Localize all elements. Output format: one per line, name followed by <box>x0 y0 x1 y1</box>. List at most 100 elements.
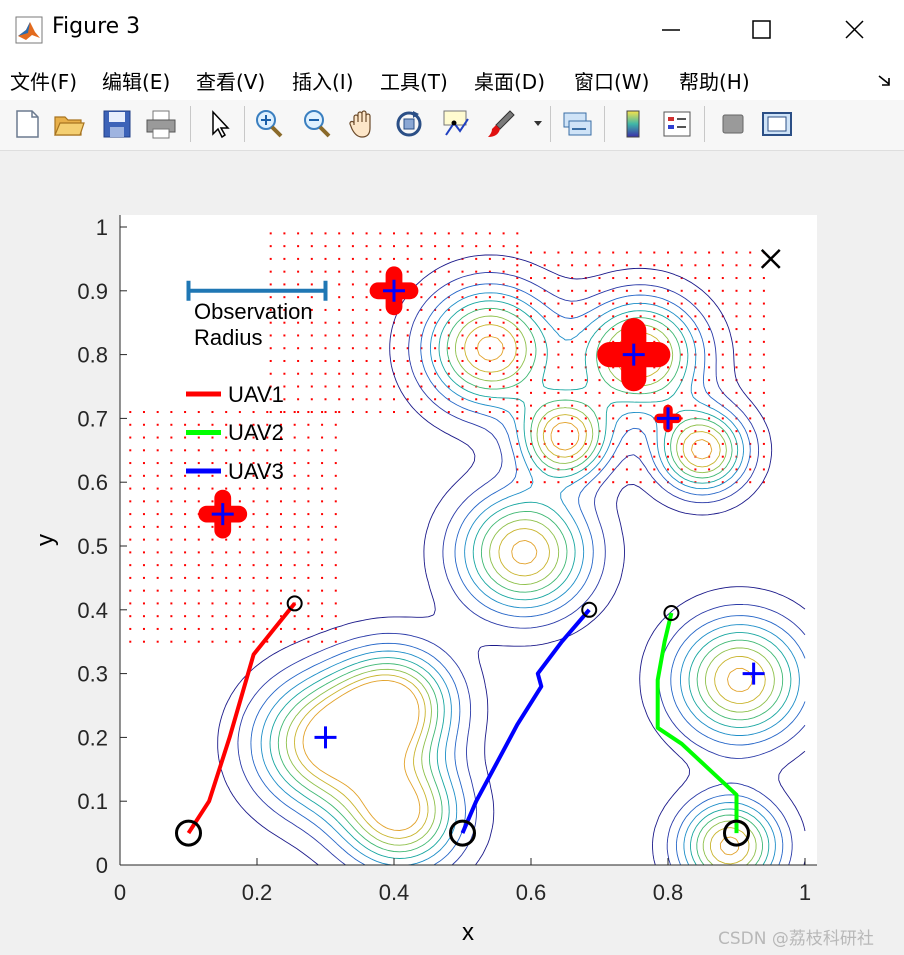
menu-help[interactable]: 帮助(H) <box>679 70 750 94</box>
path-uav1 <box>186 602 297 835</box>
observation-point <box>338 347 341 350</box>
zoom-in-icon[interactable] <box>252 107 286 141</box>
observation-point <box>334 513 337 516</box>
new-figure-icon[interactable] <box>10 107 44 141</box>
print-icon[interactable] <box>144 107 178 141</box>
observation-point <box>266 411 269 414</box>
observation-point <box>530 340 532 343</box>
observation-point <box>334 615 337 618</box>
target-plus-marker <box>211 503 234 526</box>
observation-point <box>351 257 354 260</box>
observation-point <box>749 340 752 343</box>
hide-plot-tools-icon[interactable] <box>716 107 750 141</box>
observation-point <box>321 411 324 414</box>
show-plot-tools-icon[interactable] <box>760 107 794 141</box>
menu-desktop[interactable]: 桌面(D) <box>474 70 546 94</box>
observation-point <box>170 436 173 439</box>
observation-point <box>238 538 241 541</box>
observation-point <box>516 251 519 254</box>
observation-point <box>238 525 241 528</box>
observation-point <box>142 487 145 490</box>
observation-point <box>211 525 214 528</box>
zoom-out-icon[interactable] <box>300 107 334 141</box>
observation-point <box>266 538 269 541</box>
observation-point <box>334 627 337 630</box>
menu-tools[interactable]: 工具(T) <box>380 70 448 94</box>
observation-point <box>735 353 738 356</box>
observation-point <box>379 270 382 273</box>
observation-point <box>379 385 382 388</box>
observation-point <box>447 334 450 337</box>
observation-point <box>129 474 132 477</box>
observation-point <box>516 366 519 369</box>
menu-file[interactable]: 文件(F) <box>10 70 78 94</box>
observation-point <box>406 359 409 362</box>
observation-point <box>543 455 546 458</box>
observation-point <box>612 404 615 407</box>
observation-point <box>406 385 409 388</box>
observation-point <box>708 417 711 420</box>
observation-point <box>516 328 519 331</box>
pointer-icon[interactable] <box>202 107 236 141</box>
observation-point <box>197 500 200 503</box>
rotate-3d-icon[interactable] <box>392 107 426 141</box>
observation-point <box>543 430 546 433</box>
target-markers <box>211 279 765 749</box>
observation-point <box>338 398 341 401</box>
observation-point <box>749 481 752 484</box>
observation-point <box>543 328 546 331</box>
observation-point <box>571 417 574 420</box>
close-button[interactable] <box>810 0 900 60</box>
observation-point <box>406 257 409 260</box>
observation-point <box>283 372 286 375</box>
menu-view[interactable]: 查看(V) <box>196 70 266 94</box>
observation-point <box>297 398 300 401</box>
colorbar-icon[interactable] <box>616 107 650 141</box>
observation-point <box>530 251 532 254</box>
dropdown-arrow-icon[interactable] <box>533 119 543 129</box>
observation-point <box>283 359 286 362</box>
pan-icon[interactable] <box>346 107 380 141</box>
y-tick-label: 0.9 <box>77 279 108 304</box>
observation-point <box>557 404 560 407</box>
observation-point <box>238 551 241 554</box>
observation-point <box>488 359 491 362</box>
menu-window[interactable]: 窗口(W) <box>574 70 650 94</box>
menu-insert[interactable]: 插入(I) <box>292 70 354 94</box>
observation-point <box>434 411 437 414</box>
observation-point <box>225 423 228 426</box>
uav-endpoints <box>175 595 750 847</box>
observation-point <box>434 270 437 273</box>
save-icon[interactable] <box>100 107 134 141</box>
link-plot-icon[interactable] <box>560 107 594 141</box>
observation-point <box>557 302 560 305</box>
maximize-button[interactable] <box>716 0 806 60</box>
observation-point <box>156 627 159 630</box>
figure-canvas: 0 0.2 0.4 0.6 0.8 1 0 0.1 0.2 0.3 0.4 0.5 0.6 0.7 0.8 0… <box>32 215 817 946</box>
observation-point <box>269 232 272 235</box>
observation-point <box>530 264 532 267</box>
observation-point <box>184 436 187 439</box>
y-tick-label: 0.4 <box>77 598 108 623</box>
observation-point <box>351 385 354 388</box>
observation-point <box>667 468 669 471</box>
observation-point <box>225 576 228 579</box>
observation-point <box>269 308 272 311</box>
legend-icon[interactable] <box>660 107 694 141</box>
observation-point <box>749 404 752 407</box>
dock-arrow-icon[interactable] <box>876 72 894 90</box>
minimize-icon <box>662 29 680 31</box>
menu-edit[interactable]: 编辑(E) <box>102 70 171 94</box>
data-cursor-icon[interactable] <box>438 107 472 141</box>
observation-point <box>708 289 711 292</box>
observation-point <box>197 564 200 567</box>
brush-icon[interactable] <box>484 107 518 141</box>
observation-point <box>156 449 159 452</box>
observation-point <box>461 347 464 350</box>
observation-point <box>129 615 132 618</box>
observation-point <box>379 321 382 324</box>
open-file-icon[interactable] <box>52 107 86 141</box>
uav-paths <box>186 602 739 835</box>
observation-point <box>297 334 300 337</box>
minimize-button[interactable] <box>626 0 716 60</box>
